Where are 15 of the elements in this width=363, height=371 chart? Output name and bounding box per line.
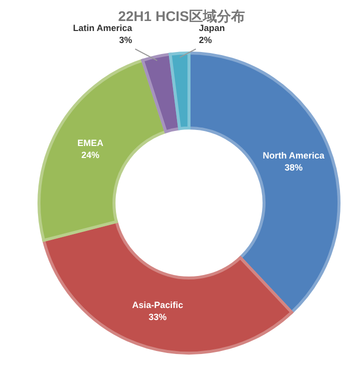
donut-slice xyxy=(42,220,294,354)
data-label: 3% xyxy=(119,35,132,45)
donut-slice xyxy=(38,58,168,242)
slice-label: Japan xyxy=(198,23,225,33)
data-label: 38% xyxy=(284,162,303,173)
data-label: 2% xyxy=(198,35,212,45)
donut-slice xyxy=(188,52,340,314)
slice-label: North America xyxy=(262,150,326,161)
donut-slice xyxy=(168,52,190,130)
data-label: 33% xyxy=(148,312,167,322)
slice-label: EMEA xyxy=(77,138,104,148)
chart-title: 22H1 HCIS区域分布 xyxy=(117,8,246,24)
slice-label: Asia-Pacific xyxy=(132,300,184,310)
data-label: 24% xyxy=(81,150,100,160)
slice-label: Latin America xyxy=(72,23,134,33)
